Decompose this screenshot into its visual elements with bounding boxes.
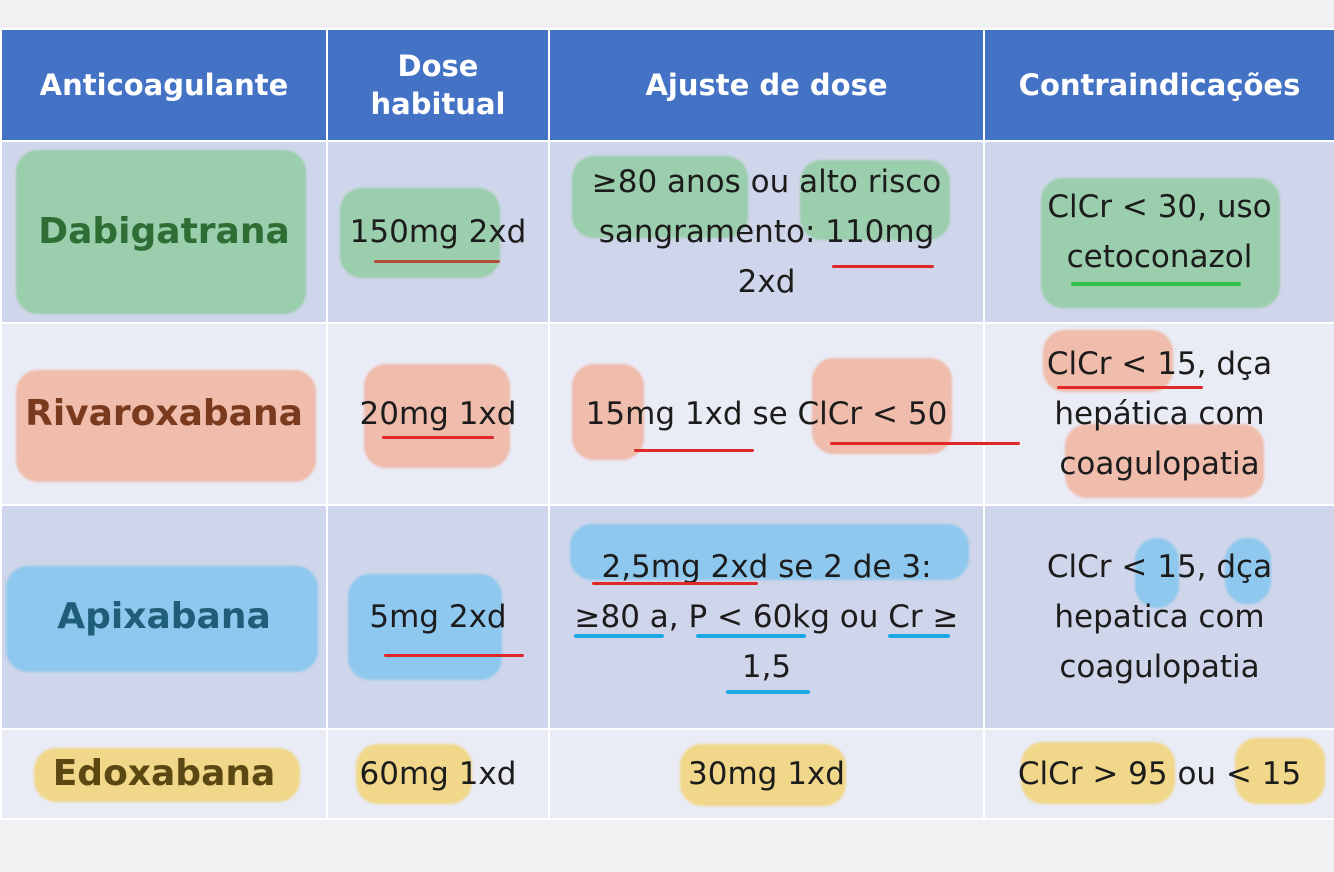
- table-row: Rivaroxabana 20mg 1xd 15mg 1xd se ClCr <…: [0, 322, 1334, 506]
- dose-cell: 5mg 2xd: [326, 504, 550, 730]
- drug-name: Edoxabana: [52, 752, 276, 794]
- highlight-mark: [356, 744, 472, 804]
- drug-name: Rivaroxabana: [25, 392, 303, 434]
- adjust-cell: 2,5mg 2xd se 2 de 3: ≥80 a, P < 60kg ou …: [548, 504, 985, 730]
- underline-mark: [374, 260, 500, 263]
- adjust-line: ≥80 anos ou alto risco: [591, 164, 942, 200]
- contra-line: ClCr < 15, dça: [1046, 346, 1273, 382]
- highlight-mark: [16, 370, 316, 482]
- highlight-mark: [16, 150, 306, 314]
- highlight-mark: [680, 744, 846, 806]
- header-dose-habitual: Dose habitual: [326, 28, 550, 142]
- contra-line: coagulopatia: [1059, 649, 1260, 685]
- highlight-mark: [1235, 738, 1325, 804]
- anticoagulant-table: Anticoagulante Dose habitual Ajuste de do…: [0, 28, 1334, 820]
- highlight-mark: [1065, 424, 1264, 498]
- contra-line: hepatica com: [1054, 599, 1265, 635]
- header-anticoagulante: Anticoagulante: [0, 28, 328, 142]
- highlight-mark: [570, 524, 969, 580]
- dose-cell: 150mg 2xd: [326, 140, 550, 324]
- contra-cell: ClCr < 15, dça hepática com coagulopatia: [983, 322, 1334, 506]
- drug-name: Dabigatrana: [38, 210, 290, 252]
- contra-line: coagulopatia: [1059, 446, 1260, 482]
- adjust-line: 1,5: [741, 649, 792, 685]
- drug-name: Apixabana: [57, 595, 271, 637]
- underline-mark: [696, 634, 806, 638]
- underline-mark: [382, 436, 494, 439]
- underline-mark: [726, 690, 810, 694]
- highlight-mark: [1135, 538, 1179, 608]
- highlight-mark: [1021, 742, 1175, 804]
- dose-cell: 20mg 1xd: [326, 322, 550, 506]
- table-row: Dabigatrana 150mg 2xd ≥80 anos ou alto r…: [0, 140, 1334, 324]
- highlight-mark: [572, 364, 644, 460]
- highlight-mark: [1225, 538, 1271, 604]
- highlight-mark: [1041, 178, 1280, 308]
- adjust-line: sangramento: 110mg: [598, 214, 935, 250]
- contra-cell: ClCr > 95 ou < 15: [983, 728, 1334, 820]
- table-row: Edoxabana 60mg 1xd 30mg 1xd ClCr > 95 ou…: [0, 728, 1334, 820]
- underline-mark: [1057, 386, 1203, 389]
- drug-cell: Edoxabana: [0, 728, 328, 820]
- contra-cell: ClCr < 30, uso cetoconazol: [983, 140, 1334, 324]
- underline-mark: [384, 654, 524, 657]
- highlight-mark: [364, 364, 510, 468]
- adjust-cell: 15mg 1xd se ClCr < 50: [548, 322, 1020, 506]
- adjust-line: ≥80 a, P < 60kg ou Cr ≥: [574, 599, 959, 635]
- drug-cell: Dabigatrana: [0, 140, 328, 324]
- highlight-mark: [572, 156, 748, 238]
- highlight-mark: [6, 566, 318, 672]
- contra-line: ClCr < 30, uso: [1047, 189, 1272, 225]
- underline-mark: [592, 582, 758, 585]
- underline-mark: [1071, 282, 1241, 286]
- adjust-line: 15mg 1xd se ClCr < 50: [585, 396, 948, 432]
- drug-cell: Rivaroxabana: [0, 322, 328, 506]
- highlight-mark: [34, 748, 300, 802]
- header-ajuste-de-dose: Ajuste de dose: [548, 28, 985, 142]
- adjust-cell: 30mg 1xd: [548, 728, 985, 820]
- underline-mark: [574, 634, 664, 638]
- highlight-mark: [340, 188, 500, 278]
- dose-text: 20mg 1xd: [359, 396, 517, 432]
- underline-mark: [888, 634, 950, 638]
- drug-cell: Apixabana: [0, 504, 328, 730]
- adjust-line: 2xd: [737, 264, 796, 300]
- contra-line: cetoconazol: [1066, 239, 1253, 275]
- dose-cell: 60mg 1xd: [326, 728, 550, 820]
- underline-mark: [830, 442, 1020, 445]
- contra-line: ClCr > 95 ou < 15: [1017, 756, 1302, 792]
- contra-cell: ClCr < 15, dça hepatica com coagulopatia: [983, 504, 1334, 730]
- adjust-line: 30mg 1xd: [688, 756, 845, 792]
- dose-text: 150mg 2xd: [349, 214, 527, 250]
- table-header-row: Anticoagulante Dose habitual Ajuste de do…: [0, 28, 1334, 142]
- highlight-mark: [812, 358, 952, 454]
- highlight-mark: [800, 160, 950, 240]
- dose-text: 60mg 1xd: [359, 756, 517, 792]
- highlight-mark: [348, 574, 502, 680]
- highlight-mark: [1043, 330, 1173, 392]
- contra-line: ClCr < 15, dça: [1046, 549, 1273, 585]
- contra-line: hepática com: [1054, 396, 1265, 432]
- header-contraindicacoes: Contraindicações: [983, 28, 1334, 142]
- adjust-line: 2,5mg 2xd se 2 de 3:: [601, 549, 932, 585]
- table-row: Apixabana 5mg 2xd 2,5mg 2xd se 2 de 3: ≥…: [0, 504, 1334, 730]
- underline-mark: [634, 449, 754, 452]
- underline-mark: [832, 265, 934, 268]
- dose-text: 5mg 2xd: [369, 599, 507, 635]
- adjust-cell: ≥80 anos ou alto risco sangramento: 110m…: [548, 140, 985, 324]
